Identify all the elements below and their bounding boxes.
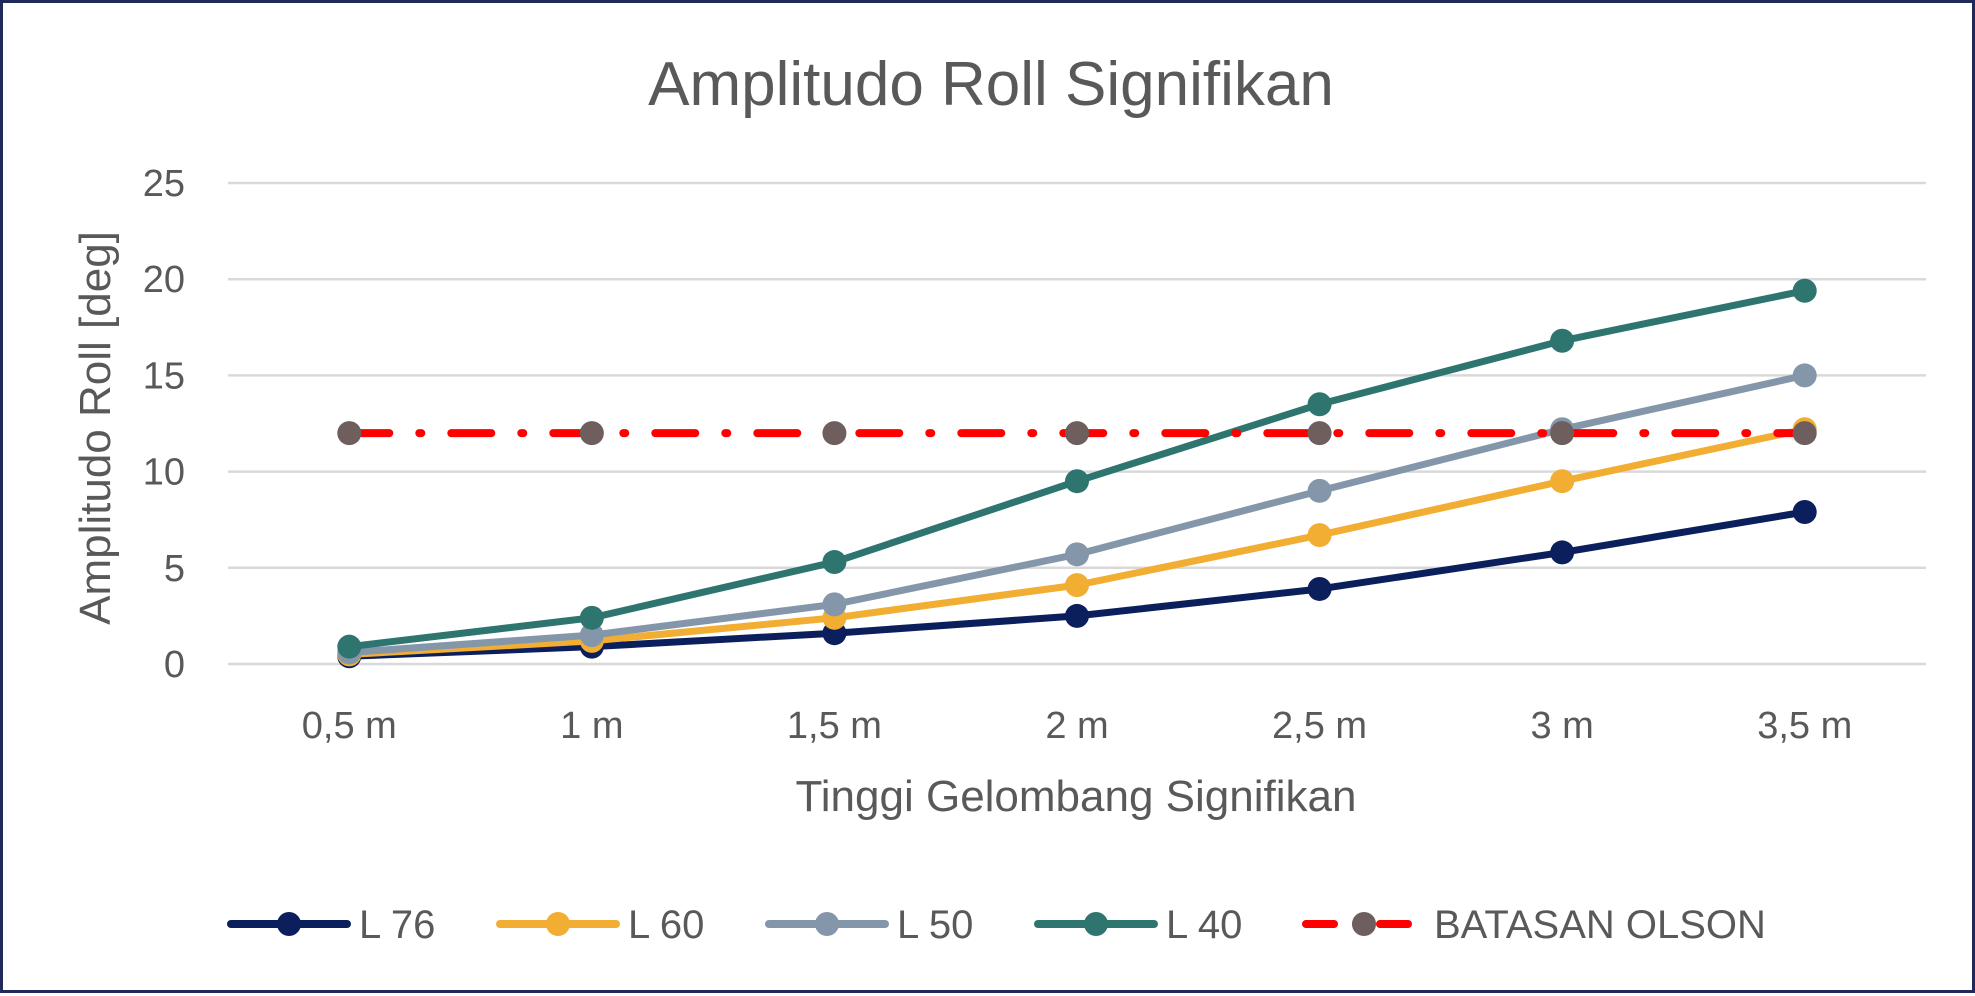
legend: L 76 L 60 L 50 L 40 BATASAN OLSON [227, 903, 1766, 947]
y-tick-label: 25 [143, 163, 185, 205]
data-point [822, 421, 847, 446]
data-point [337, 634, 362, 659]
y-axis-title: Amplitudo Roll [deg] [71, 231, 120, 625]
data-point [1792, 421, 1817, 446]
data-point [1550, 540, 1575, 565]
legend-label: L 60 [628, 903, 704, 947]
series-1 [337, 417, 1817, 667]
legend-item: L 40 [1034, 903, 1242, 947]
x-tick-label: 2,5 m [1272, 705, 1367, 747]
data-point [579, 421, 604, 446]
data-point [1792, 363, 1817, 388]
series-group [337, 278, 1817, 669]
chart-title: Amplitudo Roll Signifikan [648, 50, 1334, 119]
data-point [1307, 392, 1332, 417]
legend-item: BATASAN OLSON [1302, 903, 1766, 947]
legend-label: L 40 [1166, 903, 1242, 947]
legend-label: L 50 [897, 903, 973, 947]
data-point [1307, 478, 1332, 503]
legend-item: L 76 [227, 903, 435, 947]
data-point [1550, 469, 1575, 494]
y-axis-ticks: 0 5 10 15 20 25 [143, 163, 185, 686]
legend-label: BATASAN OLSON [1434, 903, 1766, 947]
line-chart: Amplitudo Roll Signifikan 0 5 10 15 20 25 0,5… [71, 50, 1926, 947]
x-tick-label: 1,5 m [787, 705, 882, 747]
y-tick-label: 10 [143, 452, 185, 494]
y-tick-label: 0 [164, 644, 185, 686]
x-axis-ticks: 0,5 m 1 m 1,5 m 2 m 2,5 m 3 m 3,5 m [302, 705, 1852, 747]
x-tick-label: 2 m [1045, 705, 1108, 747]
x-tick-label: 3 m [1530, 705, 1593, 747]
data-point [1307, 421, 1332, 446]
data-point [1307, 523, 1332, 548]
legend-item: L 60 [496, 903, 704, 947]
data-point [1065, 542, 1089, 567]
y-tick-label: 5 [164, 548, 185, 590]
x-tick-label: 3,5 m [1757, 705, 1852, 747]
legend-swatch-marker [1352, 912, 1376, 936]
data-point [1065, 421, 1089, 446]
data-point [1792, 500, 1817, 525]
series-3 [337, 278, 1817, 659]
y-tick-label: 15 [143, 355, 185, 397]
data-point [579, 605, 604, 630]
series-4 [337, 421, 1817, 446]
data-point [822, 592, 847, 617]
data-point [1792, 278, 1817, 303]
legend-swatch-marker [546, 912, 570, 936]
x-axis-title: Tinggi Gelombang Signifikan [796, 772, 1357, 821]
data-point [579, 623, 604, 648]
x-tick-label: 1 m [560, 705, 623, 747]
legend-swatch-marker [277, 912, 301, 936]
data-point [1550, 328, 1575, 353]
data-point [1065, 469, 1089, 494]
legend-swatch-marker [1084, 912, 1108, 936]
x-tick-label: 0,5 m [302, 705, 397, 747]
legend-item: L 50 [765, 903, 973, 947]
data-point [1065, 573, 1089, 598]
data-point [822, 550, 847, 575]
data-point [337, 421, 362, 446]
data-point [1065, 603, 1089, 628]
data-point [1550, 421, 1575, 446]
legend-label: L 76 [359, 903, 435, 947]
data-point [1307, 576, 1332, 601]
y-tick-label: 20 [143, 259, 185, 301]
legend-swatch-marker [815, 912, 839, 936]
